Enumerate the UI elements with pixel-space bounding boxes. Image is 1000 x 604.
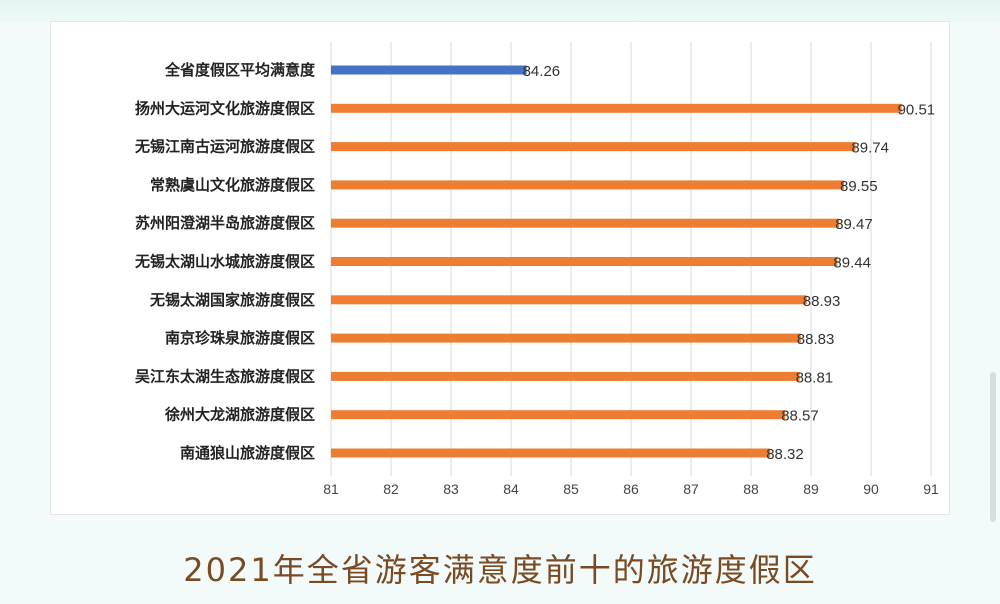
category-label: 无锡太湖山水城旅游度假区 (134, 253, 315, 271)
x-tick-label: 83 (443, 481, 459, 497)
value-label: 88.81 (796, 369, 834, 386)
category-label: 南京珍珠泉旅游度假区 (165, 329, 315, 347)
value-label: 89.44 (833, 255, 871, 272)
x-tick-label: 91 (923, 481, 939, 497)
x-tick-label: 85 (563, 481, 579, 497)
value-label: 88.83 (797, 331, 835, 348)
bar (331, 65, 527, 75)
chart-card: 81 82 83 84 85 86 87 88 89 90 91 全省度假区平均满意度 84.26 扬州大… (50, 21, 950, 515)
bar (331, 410, 786, 420)
value-label: 89.74 (851, 140, 889, 157)
category-label: 全省度假区平均满意度 (164, 61, 316, 79)
x-tick-label: 89 (803, 481, 819, 497)
category-label: 徐州大龙湖旅游度假区 (164, 406, 315, 424)
chart-caption: 2021年全省游客满意度前十的旅游度假区 (183, 551, 817, 589)
x-tick-label: 86 (623, 481, 639, 497)
x-tick-label: 90 (863, 481, 879, 497)
category-label: 常熟虞山文化旅游度假区 (150, 176, 315, 194)
x-tick-label: 84 (503, 481, 519, 497)
bar (331, 218, 840, 228)
bar (331, 142, 856, 152)
value-label: 88.57 (781, 408, 819, 425)
bar-chart: 81 82 83 84 85 86 87 88 89 90 91 全省度假区平均满意度 84.26 扬州大… (134, 42, 939, 497)
value-label: 88.32 (766, 446, 804, 463)
x-tick-label: 88 (743, 481, 759, 497)
value-label: 84.26 (523, 63, 561, 80)
bar (331, 180, 844, 190)
value-label: 88.93 (803, 293, 841, 310)
x-tick-label: 87 (683, 481, 699, 497)
scrollbar[interactable] (990, 372, 996, 522)
x-tick-label: 81 (323, 481, 339, 497)
bar (331, 103, 902, 113)
top-band (0, 0, 1000, 22)
category-label: 南通狼山旅游度假区 (180, 444, 315, 462)
category-label: 苏州阳澄湖半岛旅游度假区 (135, 214, 315, 232)
bar (331, 295, 807, 305)
bar (331, 333, 801, 343)
category-label: 无锡江南古运河旅游度假区 (134, 138, 315, 156)
value-label: 89.55 (840, 178, 878, 195)
x-tick-label: 82 (383, 481, 399, 497)
bar (331, 371, 800, 381)
value-label: 89.47 (835, 216, 873, 233)
bar (331, 257, 838, 266)
value-label: 90.51 (898, 101, 936, 118)
category-label: 吴江东太湖生态旅游度假区 (135, 367, 315, 385)
bar (331, 448, 771, 458)
category-label: 扬州大运河文化旅游度假区 (135, 99, 315, 117)
category-label: 无锡太湖国家旅游度假区 (149, 291, 315, 309)
